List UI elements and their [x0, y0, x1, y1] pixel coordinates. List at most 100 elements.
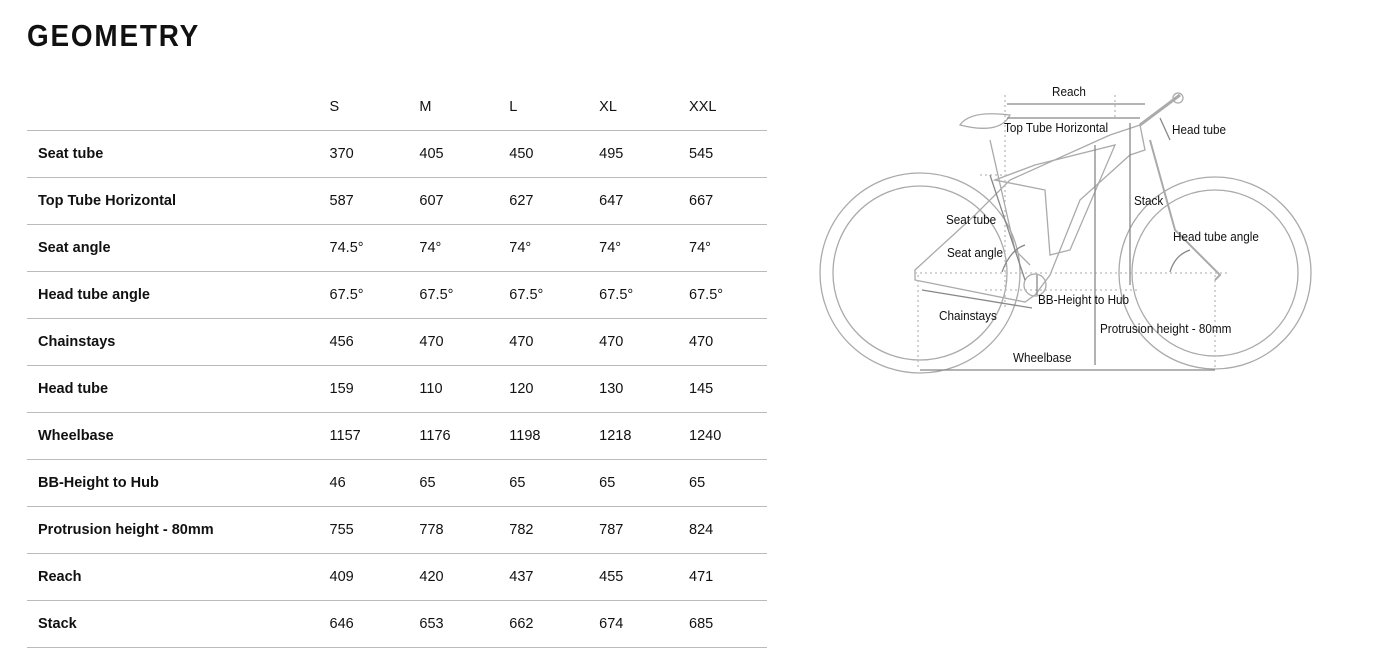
table-row: Seat tube 370 405 450 495 545	[27, 130, 767, 178]
cell-value: 74°	[509, 224, 600, 272]
cell-value: 470	[689, 318, 767, 366]
cell-value: 120	[509, 365, 600, 413]
row-label: Chainstays	[27, 318, 330, 366]
cell-value: 46	[329, 459, 420, 507]
label-bb-height: BB-Height to Hub	[1038, 292, 1130, 307]
cell-value: 824	[689, 506, 767, 554]
cell-value: 145	[689, 365, 767, 413]
cell-value: 607	[419, 177, 510, 225]
cell-value: 647	[599, 177, 690, 225]
label-wheelbase: Wheelbase	[1013, 350, 1072, 365]
table-row: Reach 409 420 437 455 471	[27, 553, 767, 601]
cell-value: 653	[419, 600, 510, 648]
cell-value: 67.5°	[329, 271, 420, 319]
bike-geometry-diagram: Reach Top Tube Horizontal Head tube Stac…	[810, 80, 1320, 380]
cell-value: 545	[689, 130, 767, 178]
cell-value: 74°	[599, 224, 690, 272]
row-label: Seat tube	[27, 130, 330, 178]
cell-value: 1157	[329, 412, 420, 460]
cell-value: 67.5°	[689, 271, 767, 319]
cell-value: 470	[599, 318, 690, 366]
cell-value: 67.5°	[419, 271, 510, 319]
label-stack: Stack	[1134, 193, 1164, 208]
cell-value: 1240	[689, 412, 767, 460]
table-row: Protrusion height - 80mm 755 778 782 787 824	[27, 506, 767, 554]
size-header: M	[419, 84, 510, 131]
row-label: Stack	[27, 600, 330, 648]
geometry-table: S M L XL XXL Seat tube 370 405 450 495 545 Top…	[27, 84, 767, 648]
cell-value: 130	[599, 365, 690, 413]
cell-value: 74°	[419, 224, 510, 272]
cell-value: 65	[689, 459, 767, 507]
label-head-tube-angle: Head tube angle	[1173, 229, 1259, 244]
guide-lines	[915, 95, 1230, 370]
row-label: Head tube	[27, 365, 330, 413]
table-row: Wheelbase 1157 1176 1198 1218 1240	[27, 412, 767, 460]
size-header: S	[329, 84, 420, 131]
row-label: Head tube angle	[27, 271, 330, 319]
cell-value: 74°	[689, 224, 767, 272]
cell-value: 420	[419, 553, 510, 601]
header-blank	[27, 84, 330, 131]
cell-value: 782	[509, 506, 600, 554]
cell-value: 470	[509, 318, 600, 366]
row-label: Top Tube Horizontal	[27, 177, 330, 225]
cell-value: 495	[599, 130, 690, 178]
cell-value: 674	[599, 600, 690, 648]
cell-value: 587	[329, 177, 420, 225]
row-label: Protrusion height - 80mm	[27, 506, 330, 554]
cell-value: 685	[689, 600, 767, 648]
cell-value: 67.5°	[599, 271, 690, 319]
table-row: BB-Height to Hub 46 65 65 65 65	[27, 459, 767, 507]
cell-value: 1198	[509, 412, 600, 460]
table-row: Chainstays 456 470 470 470 470	[27, 318, 767, 366]
cell-value: 456	[329, 318, 420, 366]
cell-value: 67.5°	[509, 271, 600, 319]
cell-value: 755	[329, 506, 420, 554]
cell-value: 65	[419, 459, 510, 507]
cell-value: 662	[509, 600, 600, 648]
size-header: XXL	[689, 84, 767, 131]
cell-value: 74.5°	[329, 224, 420, 272]
cell-value: 778	[419, 506, 510, 554]
bike-illustration	[819, 92, 1312, 374]
table-row: Stack 646 653 662 674 685	[27, 600, 767, 648]
cell-value: 110	[419, 365, 510, 413]
label-chainstays: Chainstays	[939, 308, 997, 323]
row-label: Seat angle	[27, 224, 330, 272]
table-header-row: S M L XL XXL	[27, 84, 767, 131]
cell-value: 627	[509, 177, 600, 225]
cell-value: 159	[329, 365, 420, 413]
cell-value: 409	[329, 553, 420, 601]
label-head-tube: Head tube	[1172, 122, 1226, 137]
cell-value: 1176	[419, 412, 510, 460]
row-label: BB-Height to Hub	[27, 459, 330, 507]
label-seat-tube: Seat tube	[946, 212, 997, 227]
label-reach: Reach	[1052, 84, 1086, 99]
table-row: Top Tube Horizontal 587 607 627 647 667	[27, 177, 767, 225]
table-row: Head tube 159 110 120 130 145	[27, 365, 767, 413]
frame	[914, 92, 1222, 303]
cell-value: 405	[419, 130, 510, 178]
cell-value: 437	[509, 553, 600, 601]
cell-value: 470	[419, 318, 510, 366]
table-row: Seat angle 74.5° 74° 74° 74° 74°	[27, 224, 767, 272]
cell-value: 667	[689, 177, 767, 225]
dimension-arrows	[920, 103, 1215, 371]
cell-value: 450	[509, 130, 600, 178]
label-seat-angle: Seat angle	[947, 245, 1003, 260]
page-title: GEOMETRY	[27, 18, 201, 53]
table-row: Head tube angle 67.5° 67.5° 67.5° 67.5° 67.5°	[27, 271, 767, 319]
size-header: L	[509, 84, 600, 131]
cell-value: 455	[599, 553, 690, 601]
cell-value: 1218	[599, 412, 690, 460]
label-top-tube: Top Tube Horizontal	[1004, 120, 1109, 135]
cell-value: 370	[329, 130, 420, 178]
cell-value: 65	[599, 459, 690, 507]
cell-value: 471	[689, 553, 767, 601]
row-label: Wheelbase	[27, 412, 330, 460]
cell-value: 646	[329, 600, 420, 648]
cell-value: 65	[509, 459, 600, 507]
cell-value: 787	[599, 506, 690, 554]
row-label: Reach	[27, 553, 330, 601]
